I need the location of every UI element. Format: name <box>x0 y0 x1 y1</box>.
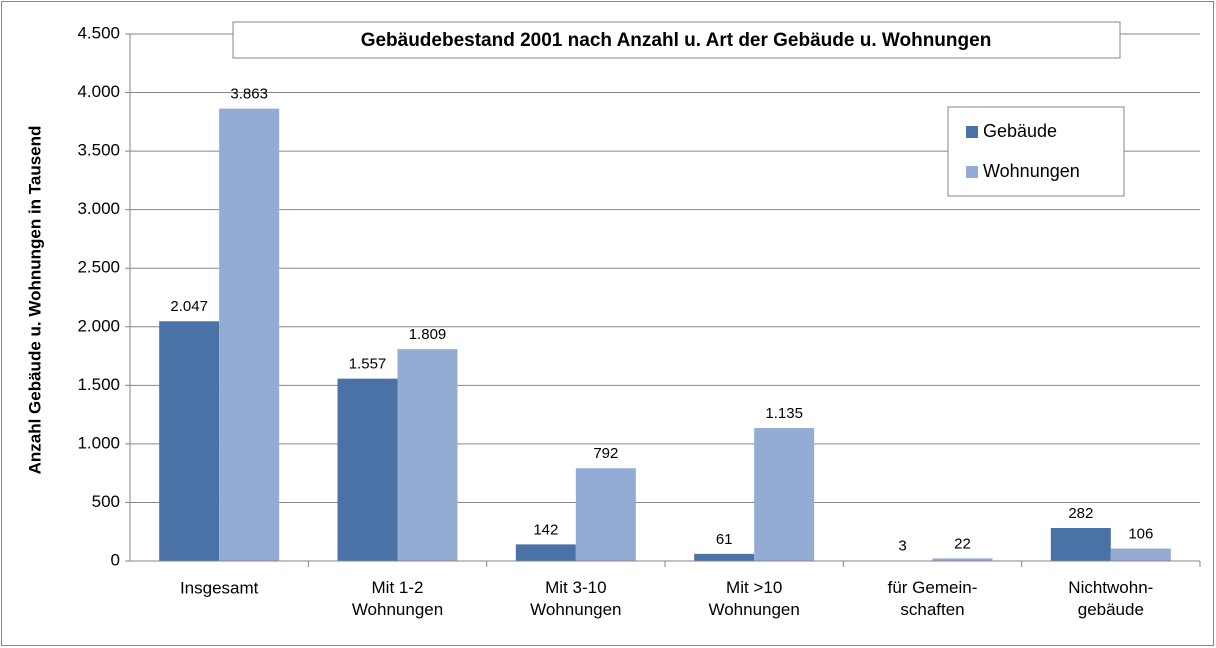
y-axis-label: Anzahl Gebäude u. Wohnungen in Tausend <box>25 126 44 475</box>
data-label: 142 <box>533 521 558 538</box>
data-label: 3.863 <box>230 86 268 103</box>
bar <box>754 428 815 561</box>
bar <box>159 321 220 561</box>
x-tick-label: Mit 3-10 Wohnungen <box>530 578 621 619</box>
data-label: 2.047 <box>170 298 208 315</box>
data-label: 1.809 <box>409 326 447 343</box>
y-tick-label: 3.000 <box>77 199 120 218</box>
legend-box <box>947 106 1125 197</box>
y-tick-label: 1.000 <box>77 433 120 452</box>
bar <box>397 349 458 561</box>
data-label: 1.557 <box>349 356 387 373</box>
y-tick-label: 500 <box>92 492 120 511</box>
data-label: 106 <box>1128 526 1153 543</box>
y-tick-label: 1.500 <box>77 375 120 394</box>
bar <box>219 108 280 561</box>
bar <box>1050 527 1111 561</box>
legend-label: Wohnungen <box>983 161 1080 181</box>
legend-swatch <box>966 126 978 138</box>
data-label: 3 <box>898 538 906 555</box>
legend-label: Gebäude <box>983 121 1057 141</box>
x-tick-label: Nichtwohn-gebäude <box>1068 578 1153 619</box>
bar <box>337 378 398 561</box>
y-tick-label: 4.000 <box>77 82 120 101</box>
data-label: 61 <box>716 531 733 548</box>
bar <box>515 544 576 561</box>
y-tick-label: 3.500 <box>77 141 120 160</box>
bar <box>575 468 636 561</box>
x-tick-label: für Gemein-schaften <box>888 578 978 619</box>
data-label: 1.135 <box>765 405 803 422</box>
data-label: 22 <box>954 535 971 552</box>
x-tick-label: Mit 1-2 Wohnungen <box>352 578 443 619</box>
title-box <box>232 21 1121 59</box>
bar <box>694 553 755 561</box>
data-label: 282 <box>1068 505 1093 522</box>
bar <box>932 558 993 561</box>
chart-title: Gebäudebestand 2001 nach Anzahl u. Art d… <box>361 30 992 51</box>
x-tick-label: Insgesamt <box>180 578 259 597</box>
y-tick-label: 0 <box>111 550 120 569</box>
legend-swatch <box>966 166 978 178</box>
x-tick-label: Mit >10 Wohnungen <box>708 578 799 619</box>
y-tick-label: 2.500 <box>77 258 120 277</box>
y-tick-label: 2.000 <box>77 316 120 335</box>
y-tick-label: 4.500 <box>77 23 120 42</box>
data-label: 792 <box>593 445 618 462</box>
bar <box>1110 548 1171 561</box>
